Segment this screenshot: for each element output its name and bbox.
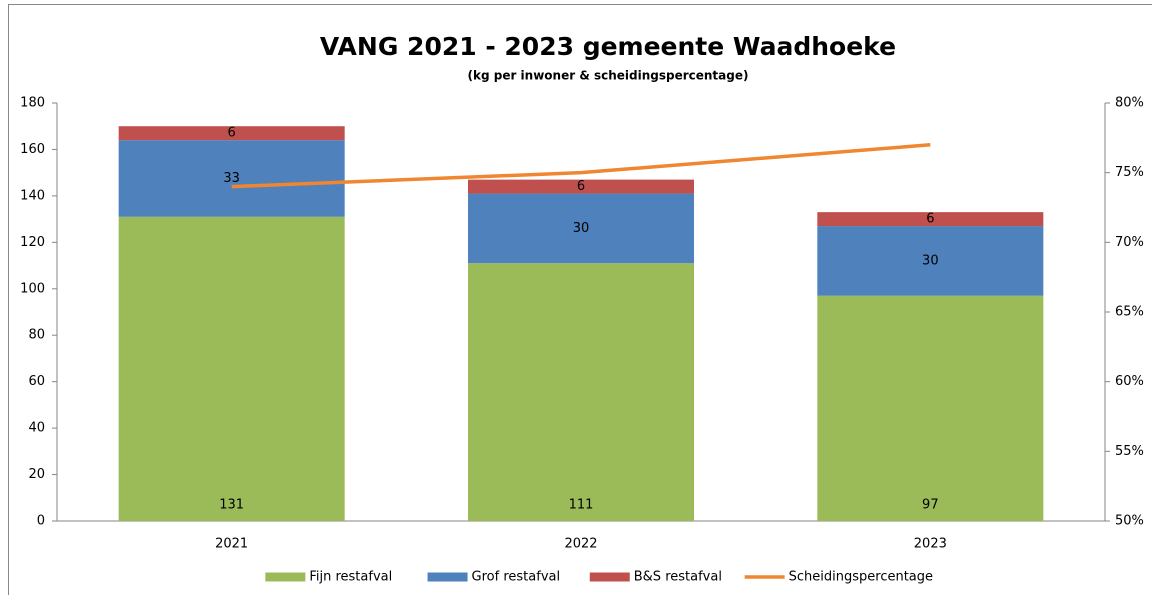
data-label: 131 bbox=[219, 498, 244, 513]
data-label: 30 bbox=[922, 253, 939, 268]
y2-tick-label: 55% bbox=[1115, 444, 1144, 459]
y-tick-label: 60 bbox=[28, 374, 45, 389]
y-tick-label: 20 bbox=[28, 467, 45, 482]
bar-segment bbox=[467, 193, 695, 264]
x-tick-label: 2023 bbox=[914, 537, 947, 552]
legend-swatch bbox=[265, 572, 306, 582]
chart-subtitle: (kg per inwoner & scheidingspercentage) bbox=[468, 69, 749, 83]
legend-swatch bbox=[589, 572, 630, 582]
x-tick-label: 2021 bbox=[215, 537, 248, 552]
data-label: 6 bbox=[577, 179, 585, 194]
bar-segment bbox=[118, 140, 345, 217]
data-label: 97 bbox=[922, 498, 939, 513]
data-label: 33 bbox=[223, 171, 240, 186]
legend-swatch bbox=[427, 572, 468, 582]
data-label: 30 bbox=[573, 221, 590, 236]
y2-tick-label: 75% bbox=[1115, 165, 1144, 180]
y-tick-label: 140 bbox=[20, 188, 45, 203]
bar-segment bbox=[118, 216, 345, 522]
y2-tick-label: 60% bbox=[1115, 374, 1144, 389]
y-tick-label: 160 bbox=[20, 142, 45, 157]
y-tick-label: 180 bbox=[20, 96, 45, 111]
x-tick-label: 2022 bbox=[564, 537, 597, 552]
legend-label: Fijn restafval bbox=[309, 570, 392, 585]
bar-segment bbox=[817, 226, 1044, 296]
y2-tick-label: 80% bbox=[1115, 96, 1144, 111]
y-tick-label: 0 bbox=[37, 514, 45, 529]
legend-label: Scheidingspercentage bbox=[789, 570, 933, 585]
y2-tick-label: 50% bbox=[1115, 514, 1144, 529]
bar-segment bbox=[817, 295, 1044, 521]
y-tick-label: 120 bbox=[20, 235, 45, 250]
bar-segment bbox=[467, 179, 695, 194]
y-tick-label: 80 bbox=[28, 328, 45, 343]
legend-label: Grof restafval bbox=[472, 570, 561, 585]
chart-title: VANG 2021 - 2023 gemeente Waadhoeke bbox=[320, 32, 896, 61]
legend-label: B&S restafval bbox=[634, 570, 722, 585]
data-label: 111 bbox=[569, 498, 594, 513]
y2-tick-label: 70% bbox=[1115, 235, 1144, 250]
bar-segment bbox=[467, 263, 695, 521]
y-tick-label: 40 bbox=[28, 421, 45, 436]
y-tick-label: 100 bbox=[20, 281, 45, 296]
y2-tick-label: 65% bbox=[1115, 305, 1144, 320]
bar-segment bbox=[817, 212, 1044, 227]
data-label: 6 bbox=[228, 126, 236, 141]
line-series bbox=[231, 143, 931, 189]
data-label: 6 bbox=[926, 212, 934, 227]
bar-segment bbox=[118, 126, 345, 141]
